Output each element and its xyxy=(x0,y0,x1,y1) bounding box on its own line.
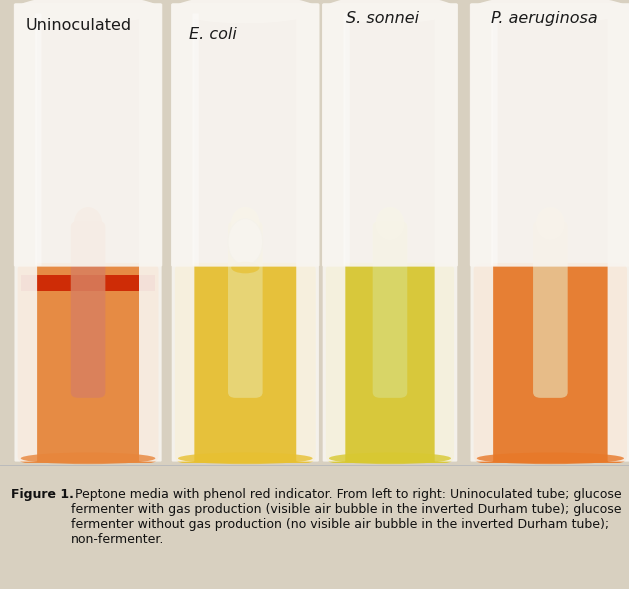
FancyBboxPatch shape xyxy=(14,4,37,462)
Ellipse shape xyxy=(536,207,565,240)
FancyBboxPatch shape xyxy=(491,14,498,266)
FancyBboxPatch shape xyxy=(171,4,320,267)
FancyBboxPatch shape xyxy=(18,263,159,463)
FancyBboxPatch shape xyxy=(322,4,458,267)
FancyBboxPatch shape xyxy=(35,14,42,266)
FancyBboxPatch shape xyxy=(435,4,457,462)
Ellipse shape xyxy=(376,207,404,240)
Text: Figure 1.: Figure 1. xyxy=(11,488,74,501)
FancyBboxPatch shape xyxy=(533,221,568,398)
FancyBboxPatch shape xyxy=(228,221,263,398)
Ellipse shape xyxy=(228,219,263,265)
Ellipse shape xyxy=(74,207,102,240)
FancyBboxPatch shape xyxy=(192,14,199,266)
FancyBboxPatch shape xyxy=(71,221,106,398)
FancyBboxPatch shape xyxy=(172,4,194,462)
Ellipse shape xyxy=(231,262,259,273)
Text: Peptone media with phenol red indicator. From left to right: Uninoculated tube; : Peptone media with phenol red indicator.… xyxy=(71,488,621,545)
FancyBboxPatch shape xyxy=(14,4,162,267)
Ellipse shape xyxy=(329,452,451,464)
Text: S. sonnei: S. sonnei xyxy=(346,11,419,25)
Ellipse shape xyxy=(178,452,313,464)
Ellipse shape xyxy=(231,207,259,240)
FancyBboxPatch shape xyxy=(139,4,162,462)
Text: Uninoculated: Uninoculated xyxy=(25,18,131,32)
Ellipse shape xyxy=(472,0,629,23)
FancyBboxPatch shape xyxy=(608,4,629,462)
Ellipse shape xyxy=(21,452,155,464)
Text: P. aeruginosa: P. aeruginosa xyxy=(491,11,598,25)
FancyBboxPatch shape xyxy=(296,4,319,462)
FancyBboxPatch shape xyxy=(175,263,316,463)
Bar xyxy=(21,274,155,291)
Text: E. coli: E. coli xyxy=(189,27,237,42)
FancyBboxPatch shape xyxy=(470,4,629,267)
Ellipse shape xyxy=(173,0,318,23)
FancyBboxPatch shape xyxy=(343,14,350,266)
Ellipse shape xyxy=(477,452,624,464)
FancyBboxPatch shape xyxy=(323,4,345,462)
FancyBboxPatch shape xyxy=(372,221,408,398)
FancyBboxPatch shape xyxy=(470,4,493,462)
FancyBboxPatch shape xyxy=(474,263,627,463)
FancyBboxPatch shape xyxy=(326,263,454,463)
Ellipse shape xyxy=(16,0,160,23)
Ellipse shape xyxy=(324,0,456,23)
